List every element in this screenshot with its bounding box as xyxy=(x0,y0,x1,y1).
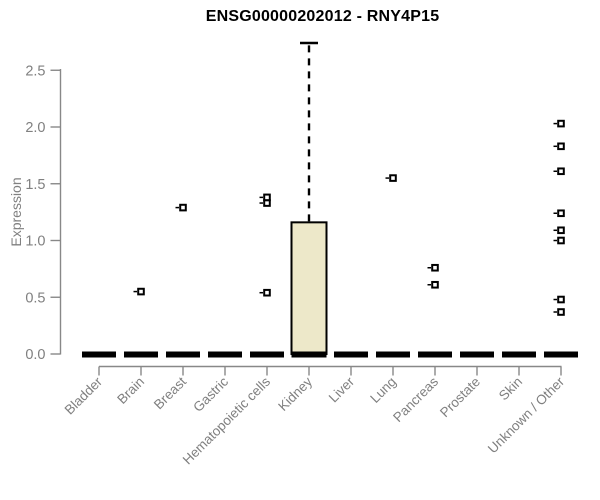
x-category-label: Brain xyxy=(114,374,147,407)
outlier-point xyxy=(557,209,565,218)
median-bar xyxy=(166,351,200,358)
outlier-point xyxy=(557,236,565,245)
outlier-point xyxy=(179,203,187,212)
outlier-point xyxy=(557,295,565,304)
y-tick-label: 2.5 xyxy=(25,63,45,79)
outlier-point xyxy=(263,193,271,202)
median-bar xyxy=(334,351,368,358)
y-tick-label: 0.5 xyxy=(25,290,45,306)
y-tick-label: 1.5 xyxy=(25,177,45,193)
median-bar xyxy=(291,351,327,358)
outlier-point xyxy=(431,280,439,289)
median-bar xyxy=(502,351,536,358)
y-tick-label: 1.0 xyxy=(25,234,45,250)
y-axis-title: Expression xyxy=(8,177,24,247)
outlier-point xyxy=(557,308,565,316)
outlier-point xyxy=(557,142,565,151)
outlier-point xyxy=(263,288,271,297)
outlier-point xyxy=(137,287,145,296)
x-category-label: Lung xyxy=(367,374,399,406)
x-category-label: Unknown / Other xyxy=(485,374,568,457)
median-bar xyxy=(418,351,452,358)
x-category-label: Gastric xyxy=(190,374,231,415)
outlier-point xyxy=(389,174,397,182)
y-tick-label: 2.0 xyxy=(25,120,45,136)
outlier-point xyxy=(557,167,565,176)
outlier-point xyxy=(431,263,439,272)
box xyxy=(290,221,328,355)
median-bar xyxy=(544,351,578,358)
median-bar xyxy=(82,351,116,358)
median-bar xyxy=(376,351,410,358)
chart-title: ENSG00000202012 - RNY4P15 xyxy=(205,8,440,25)
outlier-point xyxy=(557,226,565,235)
x-category-label: Prostate xyxy=(437,374,483,420)
x-category-label: Breast xyxy=(151,374,189,412)
x-category-label: Pancreas xyxy=(390,374,441,425)
outlier-point xyxy=(557,119,565,128)
median-bar xyxy=(250,351,284,358)
x-category-label: Kidney xyxy=(275,374,315,414)
x-category-label: Skin xyxy=(496,374,525,403)
median-bar xyxy=(124,351,158,358)
x-category-label: Liver xyxy=(326,374,358,406)
y-tick-label: 0.0 xyxy=(25,347,45,363)
x-category-label: Bladder xyxy=(62,374,106,418)
median-bar xyxy=(460,351,494,358)
median-bar xyxy=(208,351,242,358)
